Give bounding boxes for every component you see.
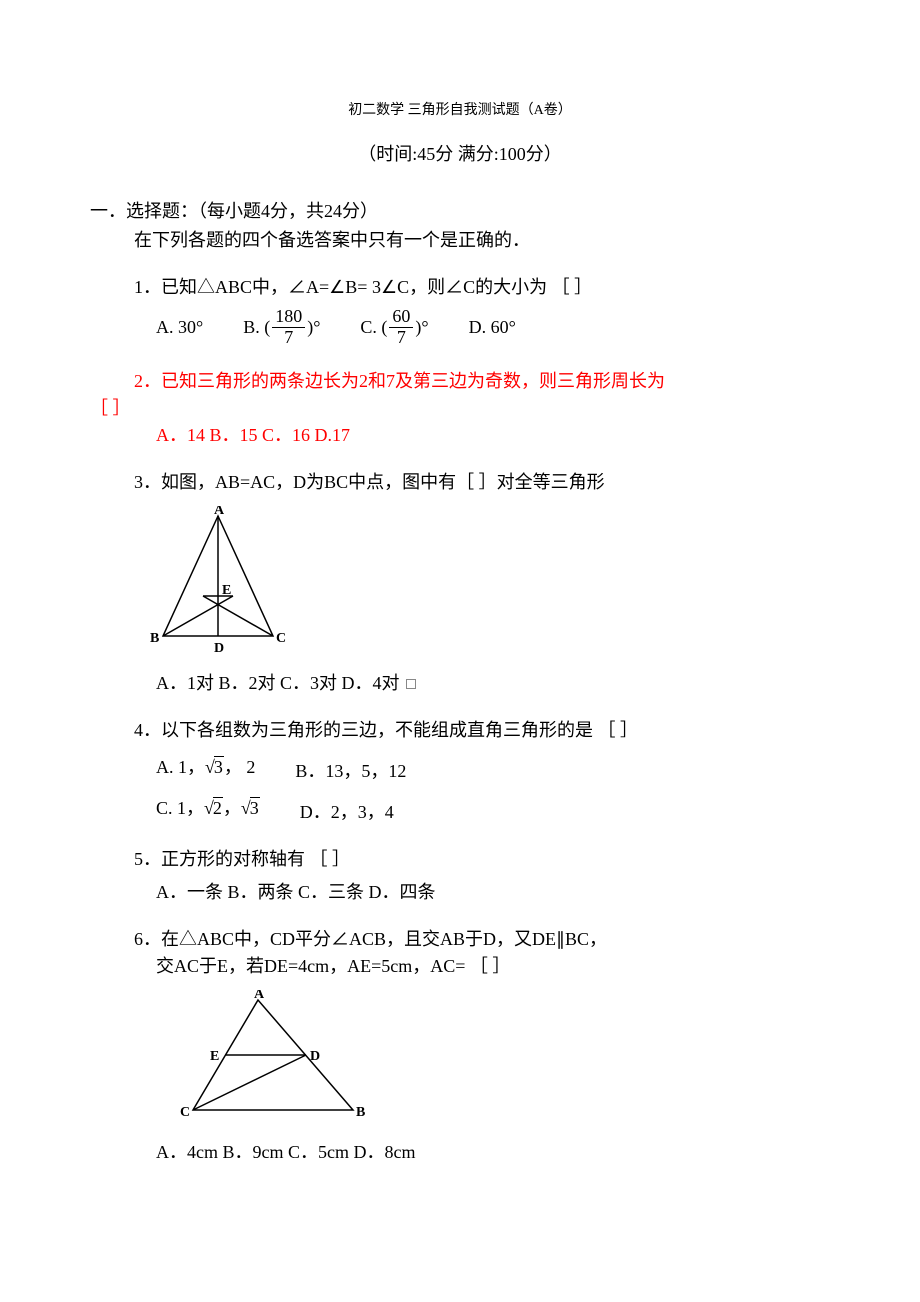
question-4: 4．以下各组数为三角形的三边，不能组成直角三角形的是 ［ ］ A. 1， 3 ，…: [134, 717, 830, 826]
question-2-options: A．14 B．15 C．16 D.17: [156, 422, 830, 449]
q1-option-b: B. ( 180 7 )°: [243, 307, 320, 348]
question-3-figure: A B C D E: [148, 506, 830, 664]
section-note: 在下列各题的四个备选答案中只有一个是正确的．: [134, 227, 830, 254]
sqrt-icon: 2: [204, 795, 223, 822]
fig-label: E: [210, 1049, 219, 1064]
fig-label: A: [214, 506, 225, 518]
fig-label: D: [310, 1049, 320, 1064]
fraction-icon: 180 7: [272, 307, 305, 348]
q1-optc-suffix: )°: [415, 314, 428, 341]
question-1-text: 1．已知△ABC中，∠A=∠B= 3∠C，则∠C的大小为 ［ ］: [134, 274, 830, 301]
question-3: 3．如图，AB=AC，D为BC中点，图中有［ ］对全等三角形 A B C D E: [134, 469, 830, 697]
q4-option-a: A. 1， 3 ， 2: [156, 754, 255, 781]
q1-optc-num: 60: [389, 307, 413, 328]
q4-option-d: D．2，3，4: [300, 791, 394, 826]
fig-label: A: [254, 990, 265, 1002]
sqrt-icon: 3: [205, 754, 224, 781]
q4-opta-suffix: ， 2: [224, 754, 256, 781]
q1-optb-suffix: )°: [307, 314, 320, 341]
question-6-text: 6．在△ABC中，CD平分∠ACB，且交AB于D，又DE∥BC， 交AC于E，若…: [134, 926, 830, 980]
fig-label: C: [276, 631, 286, 646]
q4-opta-rad: 3: [214, 756, 224, 777]
q2-line1: 2．已知三角形的两条边长为2和7及第三边为奇数，则三角形周长为: [134, 371, 665, 391]
fraction-icon: 60 7: [389, 307, 413, 348]
q1-option-c: C. ( 60 7 )°: [360, 307, 428, 348]
question-1: 1．已知△ABC中，∠A=∠B= 3∠C，则∠C的大小为 ［ ］ A. 30° …: [134, 274, 830, 348]
page-container: 初二数学 三角形自我测试题（A卷） （时间:45分 满分:100分） 一．选择题…: [0, 0, 920, 1286]
triangle-diagram-icon: A B C D E: [148, 506, 288, 656]
triangle-diagram-icon: A B C D E: [178, 990, 368, 1125]
fig-label: E: [222, 583, 231, 598]
placeholder-icon: [406, 679, 416, 689]
question-6-options: A．4cm B．9cm C．5cm D．8cm: [156, 1139, 830, 1166]
q1-optc-prefix: C. (: [360, 314, 387, 341]
question-4-options-row1: A. 1， 3 ， 2 B．13，5，12: [156, 750, 830, 785]
question-4-options-row2: C. 1， 2 ， 3 D．2，3，4: [156, 791, 830, 826]
document-title: 初二数学 三角形自我测试题（A卷）: [90, 100, 830, 121]
q1-optc-den: 7: [389, 328, 413, 348]
section-heading: 一．选择题：（每小题4分，共24分）: [90, 198, 830, 225]
q1-optb-den: 7: [272, 328, 305, 348]
q2-line2: ［ ］: [90, 398, 131, 418]
q4-option-c: C. 1， 2 ， 3: [156, 795, 260, 822]
q3-options-text: A．1对 B．2对 C．3对 D．4对: [156, 673, 400, 693]
question-3-text: 3．如图，AB=AC，D为BC中点，图中有［ ］对全等三角形: [134, 469, 830, 496]
fig-label: D: [214, 641, 224, 656]
question-5: 5．正方形的对称轴有 ［ ］ A．一条 B．两条 C．三条 D．四条: [134, 846, 830, 906]
q4-option-b: B．13，5，12: [295, 750, 406, 785]
question-2-text: 2．已知三角形的两条边长为2和7及第三边为奇数，则三角形周长为 ［ ］: [90, 368, 830, 422]
q1-optb-prefix: B. (: [243, 314, 270, 341]
fig-label: B: [356, 1105, 365, 1120]
sqrt-icon: 3: [241, 795, 260, 822]
q4-optc-prefix: C. 1，: [156, 795, 204, 822]
question-1-options: A. 30° B. ( 180 7 )° C. ( 60 7 )° D. 60°: [156, 307, 830, 348]
document-subtitle: （时间:45分 满分:100分）: [90, 141, 830, 168]
q4-optc-rad2: 3: [250, 797, 260, 818]
fig-label: C: [180, 1105, 190, 1120]
question-3-options: A．1对 B．2对 C．3对 D．4对: [156, 670, 830, 697]
q1-option-a: A. 30°: [156, 314, 203, 341]
q4-optc-rad1: 2: [213, 797, 223, 818]
question-4-text: 4．以下各组数为三角形的三边，不能组成直角三角形的是 ［ ］: [134, 717, 830, 744]
fig-label: B: [150, 631, 159, 646]
q6-line1: 6．在△ABC中，CD平分∠ACB，且交AB于D，又DE∥BC，: [134, 929, 607, 949]
q4-opta-prefix: A. 1，: [156, 754, 205, 781]
question-5-options: A．一条 B．两条 C．三条 D．四条: [156, 879, 830, 906]
question-6: 6．在△ABC中，CD平分∠ACB，且交AB于D，又DE∥BC， 交AC于E，若…: [134, 926, 830, 1166]
q1-optb-num: 180: [272, 307, 305, 328]
q6-line2: 交AC于E，若DE=4cm，AE=5cm，AC= ［ ］: [156, 956, 510, 976]
question-5-text: 5．正方形的对称轴有 ［ ］: [134, 846, 830, 873]
question-6-figure: A B C D E: [178, 990, 830, 1133]
question-2: 2．已知三角形的两条边长为2和7及第三边为奇数，则三角形周长为 ［ ］ A．14…: [90, 368, 830, 449]
q4-optc-mid: ，: [223, 795, 241, 822]
q1-option-d: D. 60°: [469, 314, 516, 341]
